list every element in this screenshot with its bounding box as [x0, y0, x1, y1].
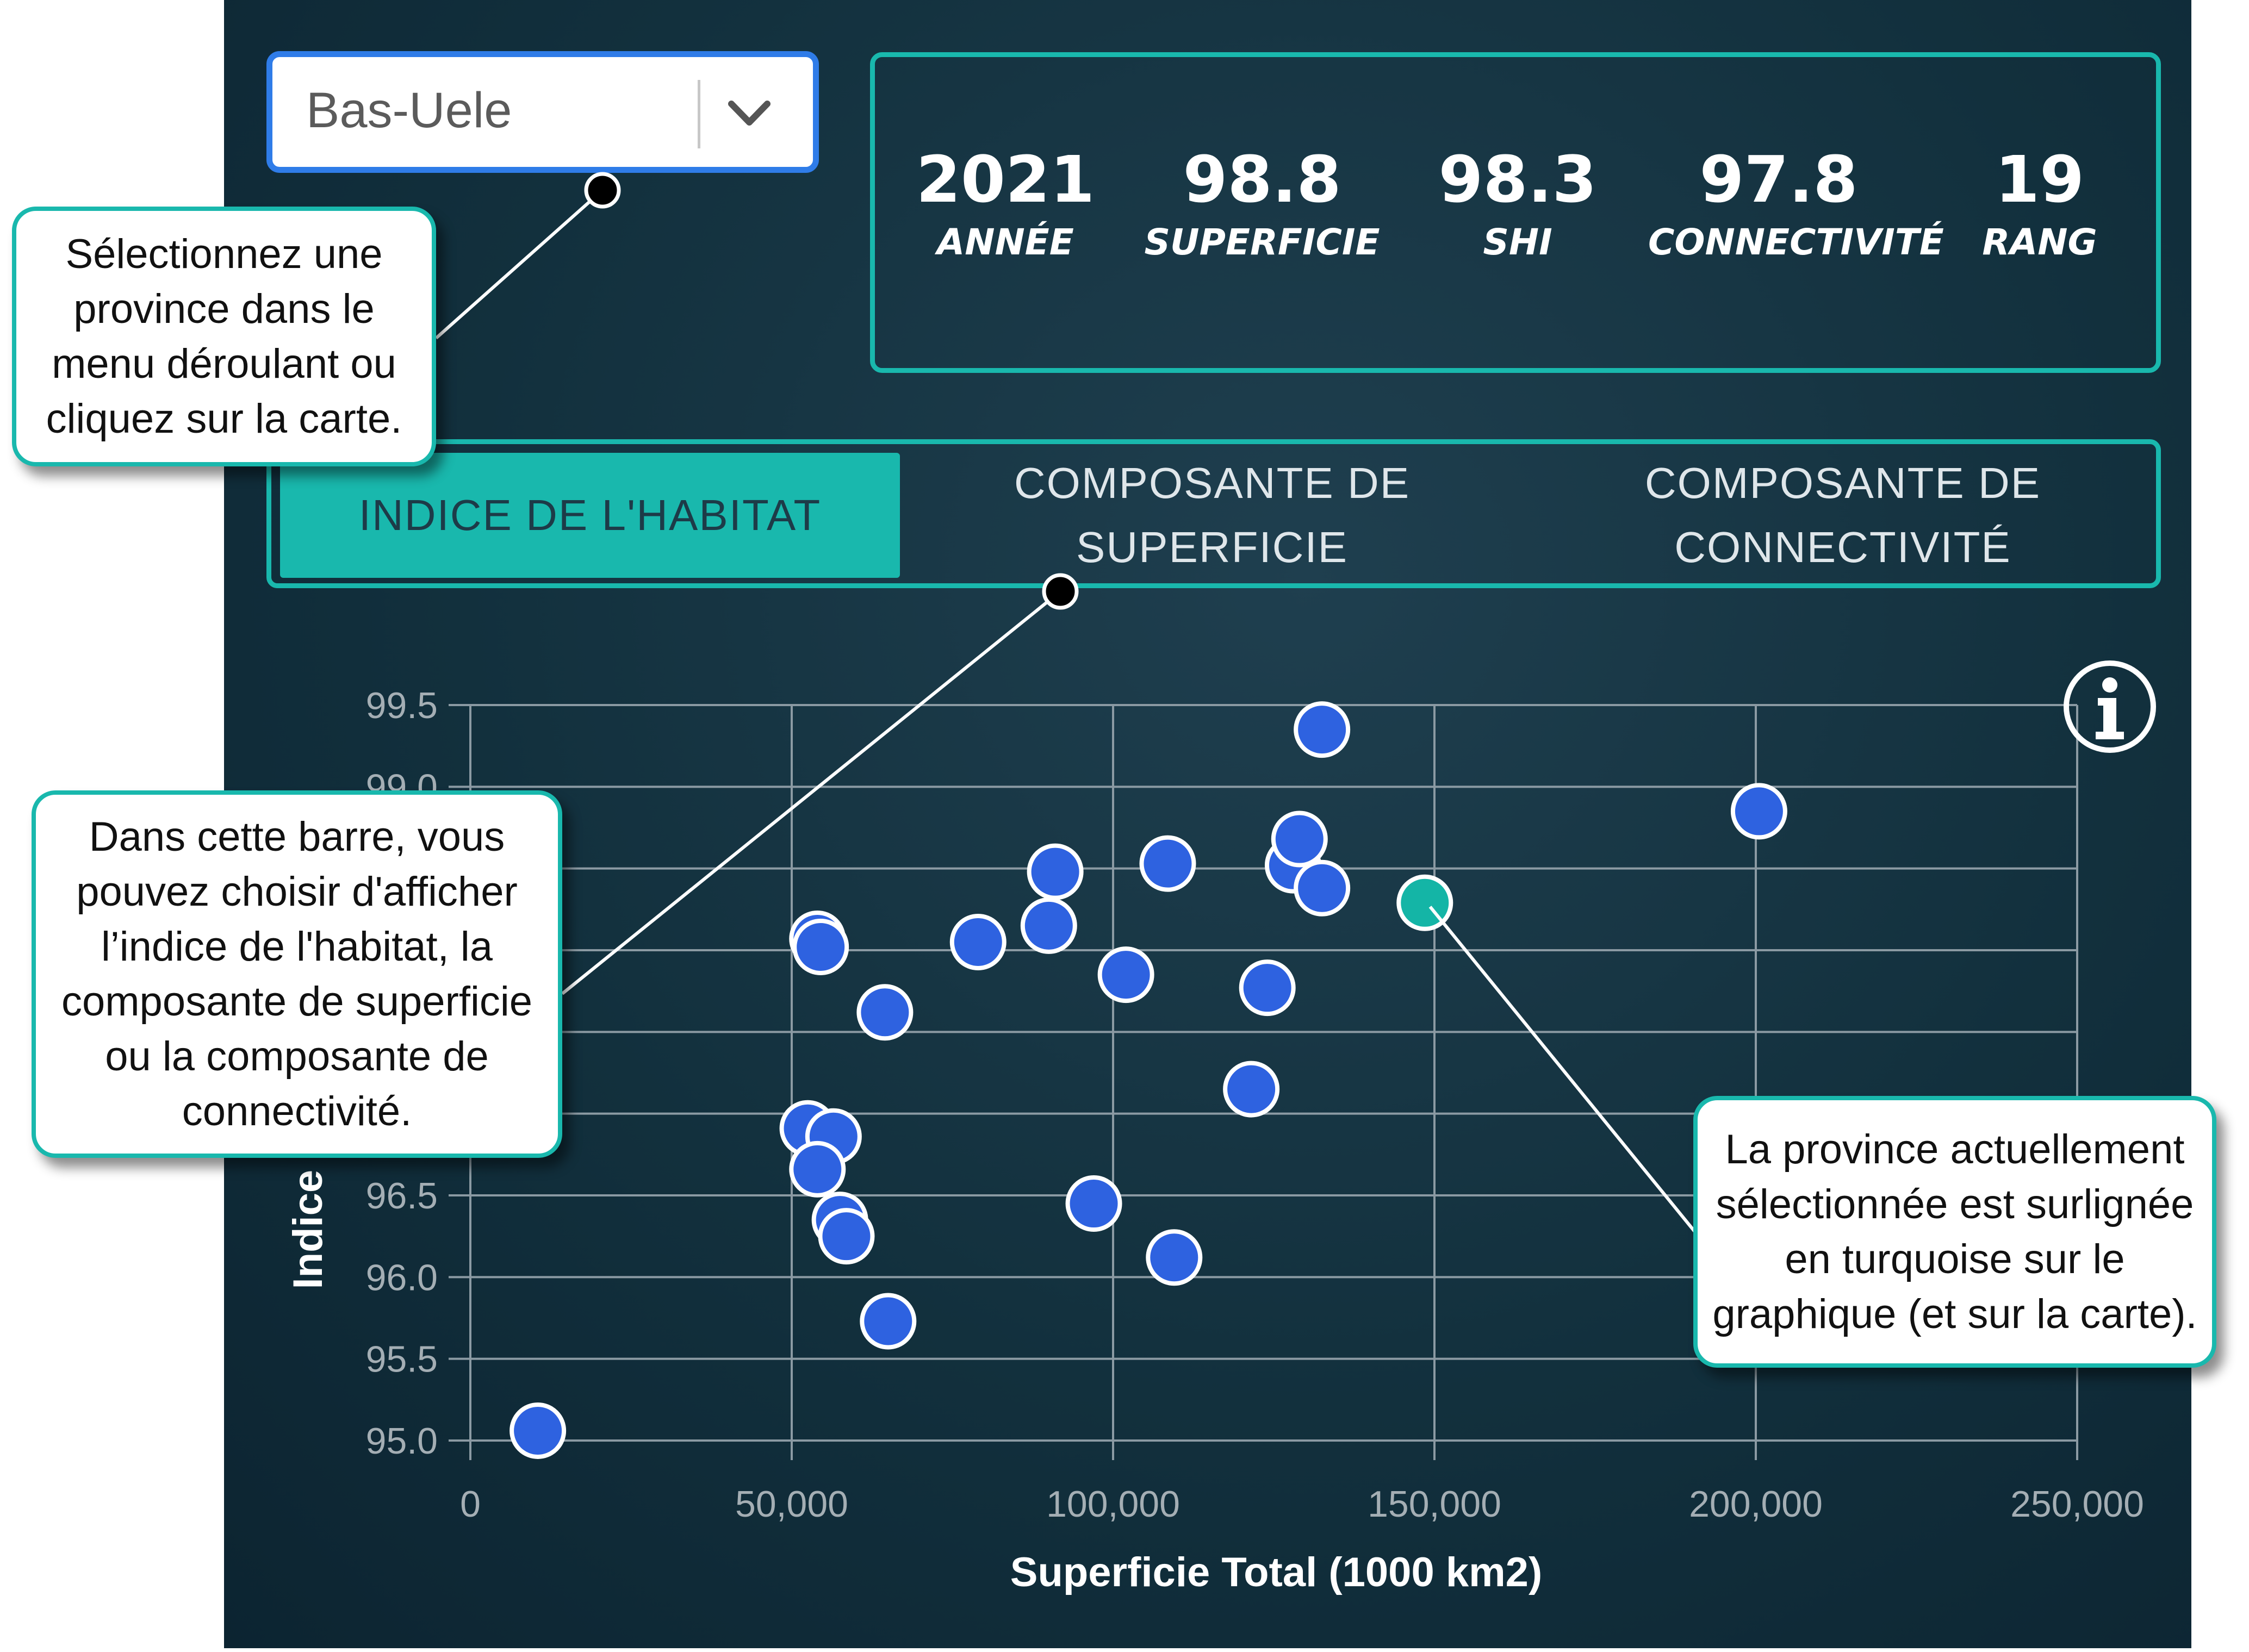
y-tick-label: 96.0	[366, 1257, 438, 1298]
stat-rang-value: 19	[1995, 142, 2085, 217]
y-tick-label: 95.0	[366, 1420, 438, 1462]
x-tick-label: 200,000	[1689, 1483, 1823, 1525]
province-point[interactable]	[789, 1140, 846, 1198]
province-point[interactable]	[1294, 859, 1351, 917]
province-point[interactable]	[1146, 1229, 1203, 1286]
y-tick-labels: 95.095.596.096.599.099.5	[366, 685, 438, 1462]
stat-year: 2021 ANNÉE	[875, 144, 1136, 267]
stat-shi: 98.3 SHI	[1387, 144, 1648, 267]
province-point[interactable]	[1271, 811, 1328, 868]
x-tick-label: 100,000	[1046, 1483, 1180, 1525]
province-point[interactable]	[818, 1208, 875, 1265]
component-tab-bar: INDICE DE L'HABITAT COMPOSANTE DE SUPERF…	[266, 439, 2161, 588]
province-point[interactable]	[510, 1402, 567, 1459]
stat-superficie-label: SUPERFICIE	[1144, 221, 1380, 263]
stat-connectivite-label: CONNECTIVITÉ	[1648, 221, 1944, 263]
province-point[interactable]	[1065, 1175, 1122, 1232]
x-tick-label: 150,000	[1368, 1483, 1501, 1525]
stat-connectivite-value: 97.8	[1699, 142, 1858, 217]
x-axis-title: Superficie Total (1000 km2)	[1010, 1549, 1543, 1595]
x-tick-label: 0	[460, 1483, 481, 1525]
province-point[interactable]	[1730, 783, 1787, 840]
tab-indice-habitat[interactable]: INDICE DE L'HABITAT	[280, 453, 900, 578]
y-tick-label: 96.5	[366, 1175, 438, 1217]
callout-selected-hint: La province actuellement sélectionnée es…	[1693, 1096, 2216, 1368]
province-point[interactable]	[1294, 701, 1351, 758]
callout-tabbar-hint: Dans cette barre, vous pouvez choisir d'…	[32, 790, 562, 1158]
stat-superficie-value: 98.8	[1183, 142, 1341, 217]
province-point[interactable]	[949, 913, 1007, 970]
province-point[interactable]	[1020, 897, 1077, 954]
callout-dropdown-hint: Sélectionnez une province dans le menu d…	[12, 207, 436, 466]
tab-composante-superficie[interactable]: COMPOSANTE DE SUPERFICIE	[1014, 459, 1411, 571]
x-tick-labels: 0 50,000 100,000 150,000 200,000 250,000	[460, 1483, 2144, 1525]
stats-box: 2021 ANNÉE 98.8 SUPERFICIE 98.3 SHI 97.8…	[870, 52, 2161, 373]
x-tick-label: 50,000	[735, 1483, 848, 1525]
province-point[interactable]	[792, 918, 849, 975]
stat-year-value: 2021	[916, 142, 1095, 217]
province-dropdown[interactable]: Bas-Uele	[266, 51, 819, 173]
province-point[interactable]	[1027, 843, 1084, 900]
province-point[interactable]	[860, 1293, 917, 1350]
stat-rang-label: RANG	[1982, 221, 2097, 263]
province-point[interactable]	[856, 984, 914, 1041]
province-point[interactable]	[1097, 946, 1154, 1003]
stat-connectivite: 97.8 CONNECTIVITÉ	[1648, 142, 1944, 267]
data-points	[510, 701, 1787, 1459]
tab-composante-connectivite[interactable]: COMPOSANTE DE CONNECTIVITÉ	[1644, 459, 2041, 571]
stat-superficie: 98.8 SUPERFICIE	[1132, 144, 1393, 267]
y-tick-label: 99.5	[366, 685, 438, 726]
chevron-down-icon[interactable]	[726, 97, 773, 130]
y-tick-label: 95.5	[366, 1339, 438, 1380]
province-dropdown-value: Bas-Uele	[306, 83, 512, 138]
dropdown-separator	[698, 80, 700, 148]
stat-shi-value: 98.3	[1438, 142, 1597, 217]
x-tick-label: 250,000	[2010, 1483, 2144, 1525]
province-point[interactable]	[1223, 1061, 1280, 1118]
connector-dots	[584, 172, 1079, 610]
stat-year-label: ANNÉE	[937, 221, 1074, 263]
province-point[interactable]	[1139, 835, 1196, 892]
stat-shi-label: SHI	[1483, 221, 1552, 263]
info-icon[interactable]	[2064, 660, 2156, 753]
province-point[interactable]	[1239, 959, 1296, 1017]
callout-connectors	[435, 189, 1704, 1242]
stat-rang: 19 RANG	[1909, 144, 2170, 267]
